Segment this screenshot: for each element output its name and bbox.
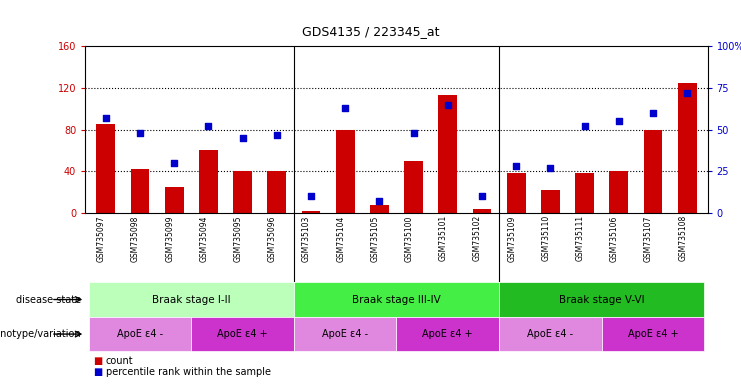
Bar	[89, 282, 294, 317]
Text: GSM735100: GSM735100	[405, 215, 413, 262]
Text: GSM735110: GSM735110	[542, 215, 551, 262]
Point	[476, 194, 488, 200]
Point	[442, 101, 453, 108]
Bar	[404, 161, 423, 213]
Bar	[541, 190, 559, 213]
Bar	[602, 317, 704, 351]
Text: GSM735103: GSM735103	[302, 215, 311, 262]
Text: disease state: disease state	[16, 295, 82, 305]
Bar	[507, 174, 525, 213]
Text: ApoE ε4 -: ApoE ε4 -	[528, 329, 574, 339]
Text: GSM735105: GSM735105	[370, 215, 379, 262]
Bar	[294, 282, 499, 317]
Bar	[268, 171, 286, 213]
Text: GSM735106: GSM735106	[610, 215, 619, 262]
Text: GSM735104: GSM735104	[336, 215, 345, 262]
Bar	[302, 211, 320, 213]
Text: Braak stage I-II: Braak stage I-II	[152, 295, 230, 305]
Text: ApoE ε4 +: ApoE ε4 +	[422, 329, 473, 339]
Text: GDS4135 / 223345_at: GDS4135 / 223345_at	[302, 25, 439, 38]
Bar	[294, 317, 396, 351]
Text: count: count	[106, 356, 133, 366]
Bar	[199, 151, 218, 213]
Text: GSM735095: GSM735095	[233, 215, 242, 262]
Bar	[96, 124, 115, 213]
Point	[579, 123, 591, 129]
Text: GSM735097: GSM735097	[97, 215, 106, 262]
Text: ApoE ε4 -: ApoE ε4 -	[117, 329, 163, 339]
Point	[681, 90, 693, 96]
Bar	[89, 317, 191, 351]
Text: GSM735108: GSM735108	[678, 215, 687, 262]
Text: GSM735107: GSM735107	[644, 215, 653, 262]
Point	[270, 132, 282, 138]
Bar	[370, 205, 389, 213]
Text: GSM735099: GSM735099	[165, 215, 174, 262]
Text: genotype/variation: genotype/variation	[0, 329, 82, 339]
Bar	[678, 83, 697, 213]
Text: GSM735102: GSM735102	[473, 215, 482, 262]
Text: ApoE ε4 -: ApoE ε4 -	[322, 329, 368, 339]
Point	[168, 160, 180, 166]
Bar	[473, 209, 491, 213]
Bar	[609, 171, 628, 213]
Point	[202, 123, 214, 129]
Bar	[499, 317, 602, 351]
Bar	[396, 317, 499, 351]
Bar	[499, 282, 704, 317]
Point	[408, 130, 419, 136]
Bar	[439, 95, 457, 213]
Text: GSM735109: GSM735109	[507, 215, 516, 262]
Bar	[130, 169, 150, 213]
Bar	[233, 171, 252, 213]
Text: GSM735101: GSM735101	[439, 215, 448, 262]
Text: GSM735096: GSM735096	[268, 215, 276, 262]
Bar	[336, 129, 354, 213]
Bar	[165, 187, 184, 213]
Text: ApoE ε4 +: ApoE ε4 +	[217, 329, 268, 339]
Text: Braak stage V-VI: Braak stage V-VI	[559, 295, 645, 305]
Point	[373, 199, 385, 205]
Text: ■: ■	[93, 356, 102, 366]
Point	[339, 105, 351, 111]
Bar	[191, 317, 294, 351]
Bar	[575, 174, 594, 213]
Point	[134, 130, 146, 136]
Point	[613, 118, 625, 124]
Point	[305, 194, 317, 200]
Text: GSM735094: GSM735094	[199, 215, 208, 262]
Point	[100, 115, 112, 121]
Text: GSM735111: GSM735111	[576, 215, 585, 262]
Text: ■: ■	[93, 367, 102, 377]
Text: Braak stage III-IV: Braak stage III-IV	[352, 295, 441, 305]
Text: percentile rank within the sample: percentile rank within the sample	[106, 367, 271, 377]
Text: GSM735098: GSM735098	[131, 215, 140, 262]
Bar	[643, 129, 662, 213]
Text: ApoE ε4 +: ApoE ε4 +	[628, 329, 678, 339]
Point	[545, 165, 556, 171]
Point	[511, 163, 522, 169]
Point	[647, 110, 659, 116]
Point	[236, 135, 248, 141]
